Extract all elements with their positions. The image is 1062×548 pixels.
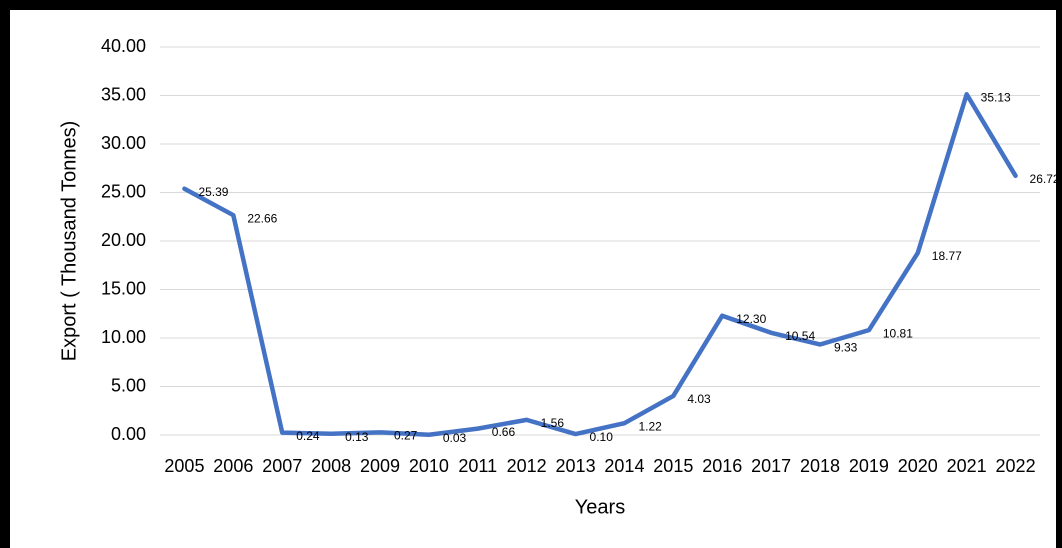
x-tick-label: 2015	[653, 456, 693, 476]
x-tick-label: 2012	[507, 456, 547, 476]
data-label: 22.66	[247, 211, 277, 225]
data-label: 12.30	[736, 312, 766, 326]
x-tick-label: 2010	[409, 456, 449, 476]
y-tick-label: 5.00	[111, 375, 146, 395]
x-tick-label: 2021	[947, 456, 987, 476]
x-tick-label: 2011	[458, 456, 497, 476]
y-tick-label: 10.00	[101, 327, 146, 347]
data-label: 0.10	[590, 430, 614, 444]
y-tick-label: 30.00	[101, 133, 146, 153]
y-tick-label: 40.00	[101, 36, 146, 56]
x-tick-label: 2017	[751, 456, 791, 476]
x-tick-label: 2013	[556, 456, 596, 476]
x-tick-label: 2016	[702, 456, 742, 476]
data-label: 9.33	[834, 341, 858, 355]
data-label: 25.39	[198, 185, 228, 199]
data-label: 26.72	[1030, 172, 1060, 186]
y-axis-title: Export ( Thousand Tonnes)	[58, 121, 80, 362]
data-label: 4.03	[687, 392, 711, 406]
y-tick-label: 0.00	[111, 424, 146, 444]
data-label: 18.77	[932, 249, 962, 263]
x-tick-label: 2007	[262, 456, 302, 476]
x-tick-label: 2014	[604, 456, 644, 476]
data-label: 35.13	[981, 90, 1011, 104]
y-tick-label: 35.00	[101, 84, 146, 104]
x-tick-label: 2018	[800, 456, 840, 476]
x-tick-label: 2005	[164, 456, 204, 476]
x-tick-label: 2019	[849, 456, 889, 476]
x-tick-label: 2008	[311, 456, 351, 476]
x-tick-label: 2009	[360, 456, 400, 476]
data-label: 0.24	[296, 429, 320, 443]
frame-left	[0, 0, 10, 548]
data-label: 0.13	[345, 430, 369, 444]
data-label: 10.81	[883, 326, 913, 340]
data-label: 1.22	[638, 419, 662, 433]
y-tick-label: 25.00	[101, 181, 146, 201]
x-tick-label: 2020	[898, 456, 938, 476]
data-label: 0.66	[492, 425, 516, 439]
data-label: 0.27	[394, 429, 418, 443]
y-tick-label: 20.00	[101, 230, 146, 250]
data-line	[182, 91, 1018, 437]
x-tick-label: 2006	[213, 456, 253, 476]
data-label: 0.03	[443, 431, 467, 445]
x-axis-title: Years	[575, 496, 625, 518]
y-tick-label: 15.00	[101, 278, 146, 298]
frame-top	[0, 0, 1062, 10]
x-tick-label: 2022	[996, 456, 1036, 476]
frame-right	[1056, 0, 1062, 548]
data-label: 10.54	[785, 329, 815, 343]
data-label: 1.56	[541, 416, 565, 430]
